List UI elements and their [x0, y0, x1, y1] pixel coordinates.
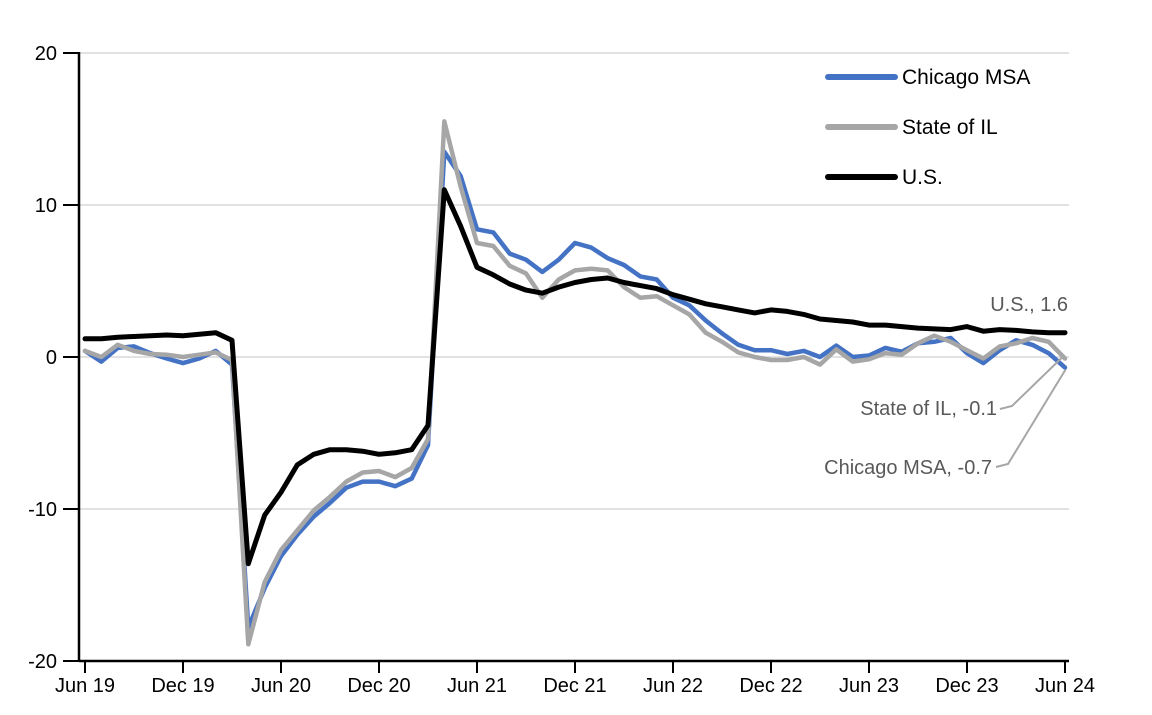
legend-label-chicago-msa: Chicago MSA	[902, 65, 1031, 89]
x-axis-label: Dec 19	[151, 675, 214, 697]
x-axis-label: Jun 21	[447, 675, 507, 697]
legend-item-chicago-msa: Chicago MSA	[825, 52, 1030, 102]
annotation-leader-chicago-msa	[995, 369, 1067, 468]
x-axis-label: Dec 22	[739, 675, 802, 697]
legend-swatch-us-icon	[825, 173, 898, 181]
legend-item-us: U.S.	[825, 152, 1030, 202]
annotation-chicago-msa-value: Chicago MSA, -0.7	[824, 457, 992, 479]
x-axis-label: Jun 19	[55, 675, 115, 697]
x-axis-label: Jun 20	[251, 675, 311, 697]
annotation-state-of-il-value: State of IL, -0.1	[860, 398, 997, 420]
series-line-state-of-il	[82, 119, 1068, 647]
y-axis-label: -10	[28, 499, 57, 521]
series-line-us	[82, 187, 1068, 567]
x-axis-label: Dec 21	[543, 675, 606, 697]
annotation-us-value: U.S., 1.6	[990, 294, 1068, 316]
x-axis-label: Dec 20	[347, 675, 410, 697]
y-axis-label: 0	[46, 347, 57, 369]
legend-label-us: U.S.	[902, 165, 943, 189]
y-axis-label: -20	[28, 651, 57, 673]
y-axis-label: 20	[35, 43, 57, 65]
x-axis-label: Jun 24	[1035, 675, 1095, 697]
y-axis-label: 10	[35, 195, 57, 217]
legend-swatch-chicago-msa-icon	[825, 73, 898, 81]
legend: Chicago MSA State of IL U.S.	[825, 52, 1030, 202]
legend-label-state-of-il: State of IL	[902, 115, 998, 139]
x-axis-label: Jun 23	[839, 675, 899, 697]
x-axis-label: Dec 23	[935, 675, 998, 697]
legend-item-state-of-il: State of IL	[825, 102, 1030, 152]
legend-swatch-state-of-il-icon	[825, 123, 898, 131]
annotation-leader-state-of-il	[999, 356, 1063, 410]
x-axis-label: Jun 22	[643, 675, 703, 697]
